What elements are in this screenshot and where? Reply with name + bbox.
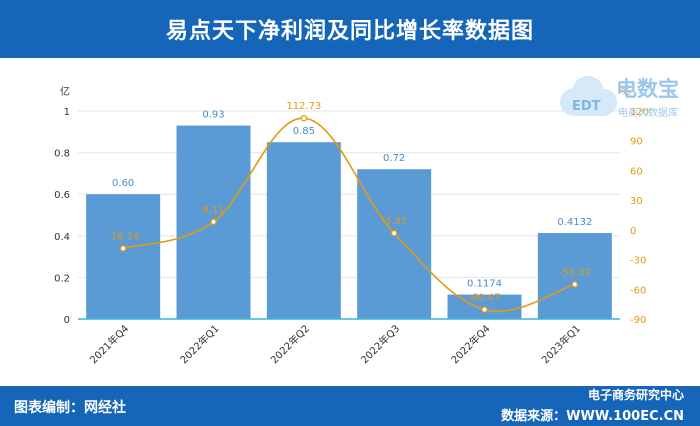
- logo-badge: EDT: [572, 99, 601, 114]
- chart-footer: 图表编制：网经社 电子商务研究中心 数据来源：WWW.100EC.CN: [0, 386, 700, 426]
- bar-value-label: 0.85: [293, 126, 315, 137]
- x-tick-label: 2023年Q1: [539, 322, 583, 366]
- edt-logo: EDT 电数宝 电商大数据库: [560, 76, 679, 119]
- growth-rate-label: -80.47: [468, 293, 500, 304]
- bar: [537, 233, 612, 319]
- growth-rate-point: [300, 114, 308, 122]
- chart-area: 0 0.2 0.4 0.6 0.8 1 -90 -60 -30 0 30 60 90 120 亿% 0.60 0…: [0, 58, 700, 386]
- footer-source: 数据来源：WWW.100EC.CN: [501, 409, 684, 424]
- growth-rate-label: -3.31: [381, 216, 407, 227]
- y-left-tick-label: 1: [64, 107, 70, 118]
- y-right-tick-label: 0: [630, 226, 636, 237]
- bar-value-label: 0.4132: [557, 217, 592, 228]
- bar: [86, 194, 161, 319]
- y-left-tick-label: 0.6: [54, 190, 70, 201]
- cloud-icon: [560, 76, 617, 116]
- growth-rate-point: [390, 229, 398, 237]
- x-tick-label: 2022年Q1: [177, 322, 221, 366]
- bar-value-label: 0.1174: [467, 279, 502, 290]
- y-right-tick-label: 30: [630, 196, 643, 207]
- bar: [266, 142, 341, 319]
- growth-rate-label: 8.11: [202, 205, 224, 216]
- growth-rate-point: [119, 245, 127, 252]
- x-tick-label: 2021年Q4: [87, 322, 131, 366]
- logo-tagline: 电商大数据库: [618, 106, 678, 119]
- y-left-unit: 亿: [60, 85, 70, 98]
- growth-rate-label: -55.02: [559, 267, 591, 278]
- growth-rate-label: 112.73: [286, 101, 321, 112]
- growth-rate-point: [571, 281, 579, 288]
- x-tick-label: 2022年Q2: [268, 322, 312, 366]
- y-right-unit: %: [621, 87, 631, 98]
- y-left-tick-label: 0.8: [54, 149, 70, 160]
- bar: [357, 169, 432, 319]
- y-right-tick-label: 90: [630, 137, 643, 148]
- chart-title: 易点天下净利润及同比增长率数据图: [165, 19, 534, 44]
- footer-watermark: 电子商务研究中心: [587, 388, 684, 402]
- growth-rate-point: [210, 218, 217, 226]
- y-right-tick-label: 60: [630, 166, 643, 177]
- x-tick-label: 2022年Q3: [358, 322, 402, 366]
- growth-rate-point: [481, 306, 488, 313]
- y-left-tick-label: 0: [64, 315, 70, 326]
- x-tick-label: 2022年Q4: [448, 322, 492, 366]
- y-right-tick-label: -90: [630, 315, 646, 326]
- y-left-tick-label: 0.4: [54, 232, 70, 243]
- y-left-tick-label: 0.2: [54, 273, 70, 284]
- chart-svg: 0 0.2 0.4 0.6 0.8 1 -90 -60 -30 0 30 60 90 120 亿 % 0.60 0…: [54, 85, 649, 366]
- logo-brand: 电数宝: [616, 77, 679, 101]
- footer-editor: 图表编制：网经社: [14, 400, 126, 416]
- chart-header: 易点天下净利润及同比增长率数据图: [0, 0, 700, 58]
- bar-value-label: 0.93: [202, 110, 224, 121]
- y-right-tick-label: -60: [630, 285, 646, 296]
- bar-value-label: 0.60: [112, 178, 134, 189]
- y-right-tick-label: 120: [630, 107, 649, 118]
- growth-rate-label: -18.74: [107, 231, 139, 242]
- y-right-tick-label: -30: [630, 256, 646, 267]
- bar-value-label: 0.72: [383, 153, 405, 164]
